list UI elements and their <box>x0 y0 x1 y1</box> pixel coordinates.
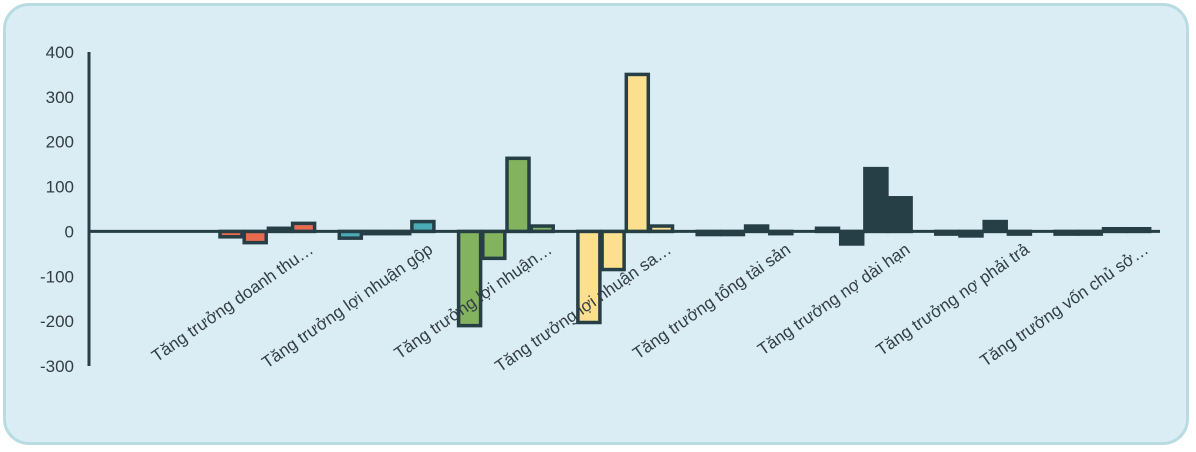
y-tick-label: 300 <box>46 88 74 107</box>
bar <box>481 229 507 261</box>
bar <box>887 196 913 234</box>
bar <box>600 229 626 272</box>
y-tick-label: 200 <box>46 133 74 152</box>
y-tick-labels: 400 300 200 100 0 -100 -200 -300 <box>40 43 74 376</box>
x-tick-labels: Tăng trưởng doanh thu…Tăng trưởng lợi nh… <box>148 239 1152 376</box>
axes-layer <box>87 52 1160 366</box>
y-tick-label: 0 <box>65 222 74 241</box>
bar <box>242 229 268 245</box>
y-tick-label: 400 <box>46 43 74 62</box>
bar <box>624 72 651 234</box>
y-tick-label: -100 <box>40 267 74 286</box>
bar <box>863 166 889 234</box>
y-tick-label: -200 <box>40 312 74 331</box>
y-tick-label: 100 <box>46 178 74 197</box>
bar <box>838 229 865 246</box>
bar <box>505 156 531 234</box>
y-tick-label: -300 <box>40 357 74 376</box>
